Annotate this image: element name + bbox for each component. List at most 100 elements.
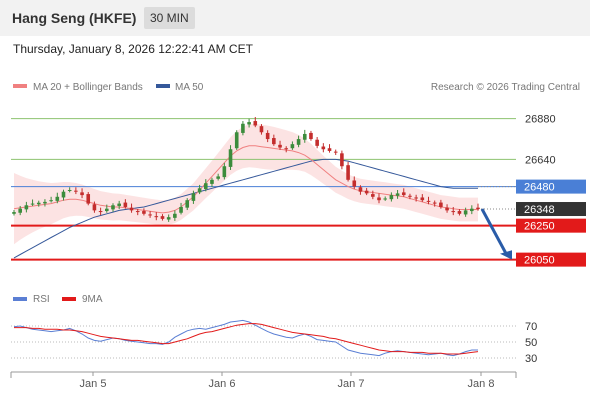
candle-body: [105, 208, 109, 212]
bollinger-legend-swatch: [13, 84, 27, 88]
level-label-26480: 26480: [524, 182, 555, 194]
candle-body: [296, 139, 301, 145]
candle-body: [166, 217, 171, 220]
level-label-26050: 26050: [524, 255, 555, 267]
candle-body: [80, 192, 84, 196]
candle-body: [216, 176, 220, 179]
bollinger-legend-label: MA 20 + Bollinger Bands: [33, 82, 143, 93]
candle-body: [86, 194, 91, 204]
forecast-arrow-head: [500, 250, 512, 260]
rsi-legend-swatch: [13, 297, 27, 301]
candle-body: [247, 122, 251, 125]
candle-body: [290, 144, 295, 149]
candle-body: [210, 179, 214, 184]
candle-body: [259, 126, 264, 133]
rsi-ma-legend-swatch: [62, 297, 76, 301]
chart-header: Hang Seng (HKFE) 30 MIN: [0, 0, 590, 36]
candle-body: [74, 190, 78, 192]
rsi-level-label-70: 70: [525, 321, 537, 333]
candle-body: [197, 188, 202, 193]
candle-body: [111, 205, 115, 210]
ma20-line: [13, 145, 478, 214]
candle-body: [135, 211, 140, 213]
candle-body: [346, 165, 350, 180]
candle-body: [253, 121, 258, 126]
level-label-26348: 26348: [524, 204, 555, 216]
candle-body: [414, 197, 418, 199]
candle-body: [61, 191, 66, 198]
candle-body: [55, 196, 60, 201]
candle-body: [284, 148, 289, 150]
level-tag-26348: [516, 202, 586, 217]
candle-body: [451, 211, 456, 213]
ma50-legend-swatch: [156, 84, 170, 88]
candle-body: [228, 149, 233, 167]
candle-body: [395, 193, 400, 196]
level-tag-26050: [516, 252, 586, 267]
candle-body: [333, 151, 338, 153]
candle-body: [278, 144, 282, 148]
candle-body: [67, 190, 72, 191]
candle-body: [92, 204, 97, 211]
candle-body: [352, 180, 357, 187]
candle-body: [142, 211, 146, 214]
x-tick-label-0: Jan 5: [80, 378, 107, 390]
candle-body: [154, 216, 159, 218]
candle-body: [160, 216, 165, 219]
candle-body: [24, 205, 29, 210]
candle-body: [265, 132, 270, 140]
candle-body: [30, 203, 35, 205]
candle-body: [358, 187, 363, 192]
candle-body: [327, 148, 332, 151]
candle-body: [203, 183, 208, 189]
candle-body: [179, 206, 183, 213]
candle-body: [389, 195, 394, 200]
candle-body: [49, 200, 53, 202]
candle-body: [173, 213, 177, 218]
x-tick-label-2: Jan 7: [338, 378, 365, 390]
candle-body: [426, 200, 431, 202]
ma50-line: [13, 158, 478, 259]
candle-body: [12, 212, 16, 214]
price-panel: 26880 26640 26480 26348 26250 26050: [11, 114, 586, 267]
rsi-ma-line: [14, 323, 479, 355]
candle-body: [191, 193, 196, 201]
candle-body: [445, 207, 449, 211]
rsi-legend-label: RSI: [33, 294, 50, 305]
candle-body: [129, 207, 134, 211]
candle-body: [432, 202, 437, 204]
level-label-26640: 26640: [525, 154, 556, 166]
candle-body: [117, 203, 121, 206]
rsi-ma-legend-label: 9MA: [82, 294, 103, 305]
candle-body: [439, 202, 443, 207]
forecast-arrow-shaft: [480, 208, 509, 257]
candle-body: [315, 139, 319, 146]
rsi-panel: 70 50 30: [11, 319, 537, 365]
candle-body: [98, 211, 103, 213]
instrument-title: Hang Seng (HKFE): [12, 10, 137, 26]
candle-body: [222, 166, 227, 178]
candle-body: [476, 207, 480, 210]
candle-body: [401, 192, 406, 196]
candle-body: [470, 208, 474, 212]
candle-body: [123, 202, 128, 207]
candle-body: [185, 200, 190, 208]
x-axis-ticks: Jan 5 Jan 6 Jan 7 Jan 8: [80, 372, 495, 390]
candle-body: [309, 132, 313, 140]
level-tag-26480: [516, 179, 586, 194]
candle-body: [302, 133, 307, 140]
candle-body: [234, 132, 239, 149]
level-tag-26250: [516, 218, 586, 233]
candle-body: [364, 190, 369, 194]
x-tick-label-3: Jan 8: [468, 378, 495, 390]
timeframe-badge[interactable]: 30 MIN: [144, 7, 195, 29]
candle-body: [241, 123, 245, 133]
candle-body: [408, 195, 412, 197]
candle-body: [457, 211, 462, 214]
level-label-26880: 26880: [525, 114, 556, 126]
candle-body: [43, 201, 47, 204]
candle-body: [148, 214, 152, 216]
candle-body: [36, 202, 41, 205]
rsi-level-label-50: 50: [525, 337, 537, 349]
